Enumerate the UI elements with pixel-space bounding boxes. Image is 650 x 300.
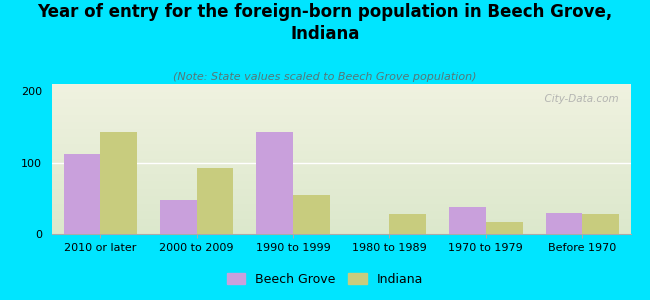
Bar (389, 214, 426, 234)
Bar (449, 207, 486, 234)
Text: (Note: State values scaled to Beech Grove population): (Note: State values scaled to Beech Grov… (174, 72, 476, 82)
Bar (293, 195, 330, 234)
Text: City-Data.com: City-Data.com (538, 94, 619, 104)
Bar (256, 132, 293, 234)
Bar (196, 168, 233, 234)
Bar (160, 200, 196, 234)
Bar (100, 132, 137, 234)
Bar (64, 154, 100, 234)
Bar (486, 222, 523, 234)
Bar (582, 214, 619, 234)
Legend: Beech Grove, Indiana: Beech Grove, Indiana (222, 268, 428, 291)
Text: Year of entry for the foreign-born population in Beech Grove,
Indiana: Year of entry for the foreign-born popul… (38, 3, 612, 43)
Bar (545, 213, 582, 234)
